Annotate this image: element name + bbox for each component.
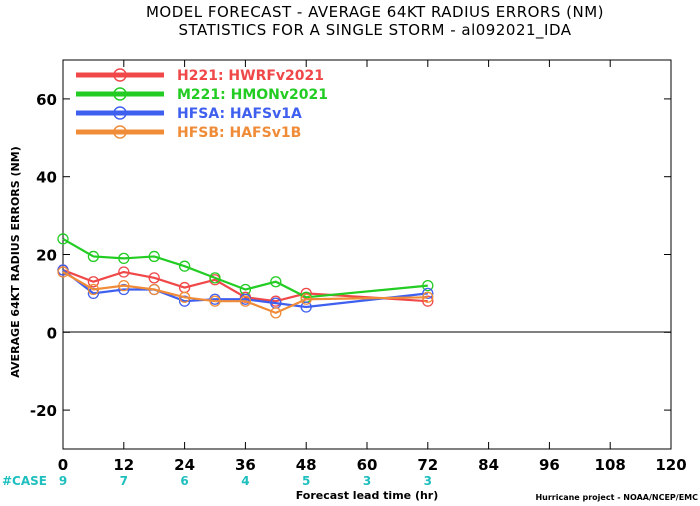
case-count: 3	[363, 474, 371, 488]
legend-marker	[113, 68, 127, 82]
legend-marker	[113, 87, 127, 101]
y-tick-label: 20	[36, 247, 57, 265]
legend-label: M221: HMONv2021	[177, 87, 328, 103]
data-point	[270, 307, 282, 319]
series-line	[62, 271, 428, 315]
x-tick-label: 108	[595, 456, 626, 474]
case-label: #CASE	[2, 474, 47, 488]
case-count: 7	[120, 474, 128, 488]
data-point	[300, 301, 312, 313]
x-tick-label: 0	[58, 456, 68, 474]
series-lines	[57, 233, 434, 319]
case-counts: 9 7 6 4 5 3 3	[59, 474, 432, 488]
legend-marker	[113, 106, 127, 120]
x-tick-label: 84	[478, 456, 499, 474]
case-count: 4	[241, 474, 249, 488]
data-point	[148, 283, 160, 296]
case-count: 6	[180, 474, 188, 488]
chart-title: MODEL FORECAST - AVERAGE 64KT RADIUS ERR…	[146, 3, 604, 21]
legend-label: HFSA: HAFSv1A	[177, 106, 302, 122]
data-point	[422, 287, 434, 300]
case-count: 3	[424, 474, 432, 488]
x-tick-label: 24	[174, 456, 195, 474]
y-tick-label: -20	[30, 402, 57, 420]
x-tick-label: 72	[417, 456, 438, 474]
data-point	[209, 295, 221, 307]
data-point	[57, 266, 69, 278]
data-point	[118, 283, 130, 296]
x-axis-label: Forecast lead time (hr)	[296, 489, 439, 502]
series-4	[57, 266, 434, 319]
x-tick-label: 48	[296, 456, 317, 474]
data-point	[118, 252, 130, 265]
plot-frame	[62, 59, 672, 450]
data-point	[57, 233, 69, 245]
data-point	[118, 266, 130, 278]
legend-marker	[113, 125, 127, 139]
data-point	[87, 283, 100, 296]
data-point	[87, 276, 100, 288]
y-axis-ticks: -20 0 20 40 60	[30, 91, 671, 420]
case-count: 5	[302, 474, 310, 488]
data-point	[178, 260, 191, 272]
x-tick-label: 60	[357, 456, 378, 474]
data-point	[148, 250, 160, 263]
y-tick-label: 40	[36, 169, 57, 187]
data-point	[270, 276, 282, 288]
x-tick-label: 36	[235, 456, 256, 474]
y-tick-label: 0	[47, 324, 57, 342]
case-count: 9	[59, 474, 67, 488]
legend-label: HFSB: HAFSv1B	[177, 125, 301, 141]
x-tick-label: 120	[655, 456, 686, 474]
credit-text: Hurricane project - NOAA/NCEP/EMC	[535, 493, 698, 502]
data-point	[422, 295, 434, 307]
data-point	[118, 279, 130, 292]
legend-label: H221: HWRFv2021	[177, 68, 324, 84]
data-point	[422, 279, 434, 292]
series-line	[62, 237, 428, 299]
data-point	[209, 272, 221, 284]
x-axis-ticks: 0 12 24 36 48 60 72 84 96 108 120	[58, 60, 687, 474]
data-point	[87, 250, 100, 263]
data-point	[422, 291, 434, 303]
data-point	[148, 272, 160, 284]
y-tick-label: 60	[36, 91, 57, 109]
y-axis-label: AVERAGE 64KT RADIUS ERRORS (NM)	[9, 146, 22, 377]
data-point	[239, 295, 252, 307]
chart-subtitle: STATISTICS FOR A SINGLE STORM - al092021…	[178, 21, 571, 40]
series-line	[62, 269, 428, 303]
data-point	[178, 291, 191, 303]
x-tick-label: 12	[113, 456, 134, 474]
x-tick-label: 96	[539, 456, 560, 474]
legend: H221: HWRFv2021 M221: HMONv2021 HFSA: HAFS…	[76, 68, 328, 141]
data-point	[300, 293, 312, 305]
